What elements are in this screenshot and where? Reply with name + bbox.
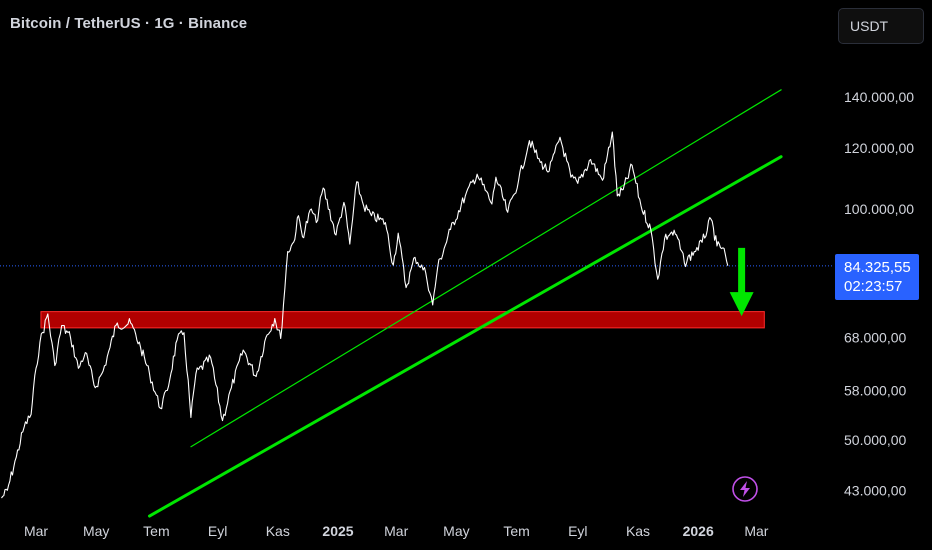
- marker-layer: [729, 247, 754, 317]
- y-tick-label: 58.000,00: [844, 383, 906, 399]
- x-tick-label: Kas: [626, 523, 650, 539]
- y-tick-label: 100.000,00: [844, 201, 914, 217]
- channel-layer: [147, 89, 783, 518]
- bar-countdown: 02:23:57: [844, 278, 903, 295]
- chart-title: Bitcoin / TetherUS · 1G · Binance: [10, 15, 248, 32]
- x-tick-label: May: [443, 523, 469, 539]
- zone-layer: [0, 265, 834, 329]
- down-arrow-icon: [729, 247, 754, 317]
- y-tick-label: 50.000,00: [844, 432, 906, 448]
- last-price: 84.325,55: [844, 259, 911, 276]
- last-price-badge: 84.325,55 02:23:57: [835, 254, 919, 300]
- y-tick-label: 43.000,00: [844, 482, 906, 498]
- y-axis: 140.000,00 120.000,00 100.000,00 68.000,00 5…: [844, 89, 914, 498]
- x-tick-label: Mar: [24, 523, 48, 539]
- y-tick-label: 140.000,00: [844, 89, 914, 105]
- x-tick-label: Mar: [384, 523, 408, 539]
- x-axis: Mar May Tem Eyl Kas 2025 Mar May Tem Eyl Kas 2026 Ma…: [24, 523, 769, 539]
- x-tick-label: 2025: [322, 523, 353, 539]
- price-layer: [1, 131, 729, 499]
- x-tick-label: Tem: [143, 523, 169, 539]
- x-tick-label: Eyl: [568, 523, 587, 539]
- channel-upper-line: [190, 89, 782, 448]
- x-tick-label: Mar: [744, 523, 768, 539]
- y-tick-label: 120.000,00: [844, 140, 914, 156]
- price-series-line: [1, 131, 729, 499]
- x-tick-label: Tem: [503, 523, 529, 539]
- x-tick-label: 2026: [683, 523, 714, 539]
- channel-lower-line: [147, 155, 783, 518]
- x-tick-label: Eyl: [208, 523, 227, 539]
- x-tick-label: Kas: [266, 523, 290, 539]
- currency-button[interactable]: USDT: [838, 8, 924, 44]
- x-tick-label: May: [83, 523, 109, 539]
- support-zone: [40, 311, 765, 329]
- y-tick-label: 68.000,00: [844, 330, 906, 346]
- lightning-icon[interactable]: [732, 476, 758, 502]
